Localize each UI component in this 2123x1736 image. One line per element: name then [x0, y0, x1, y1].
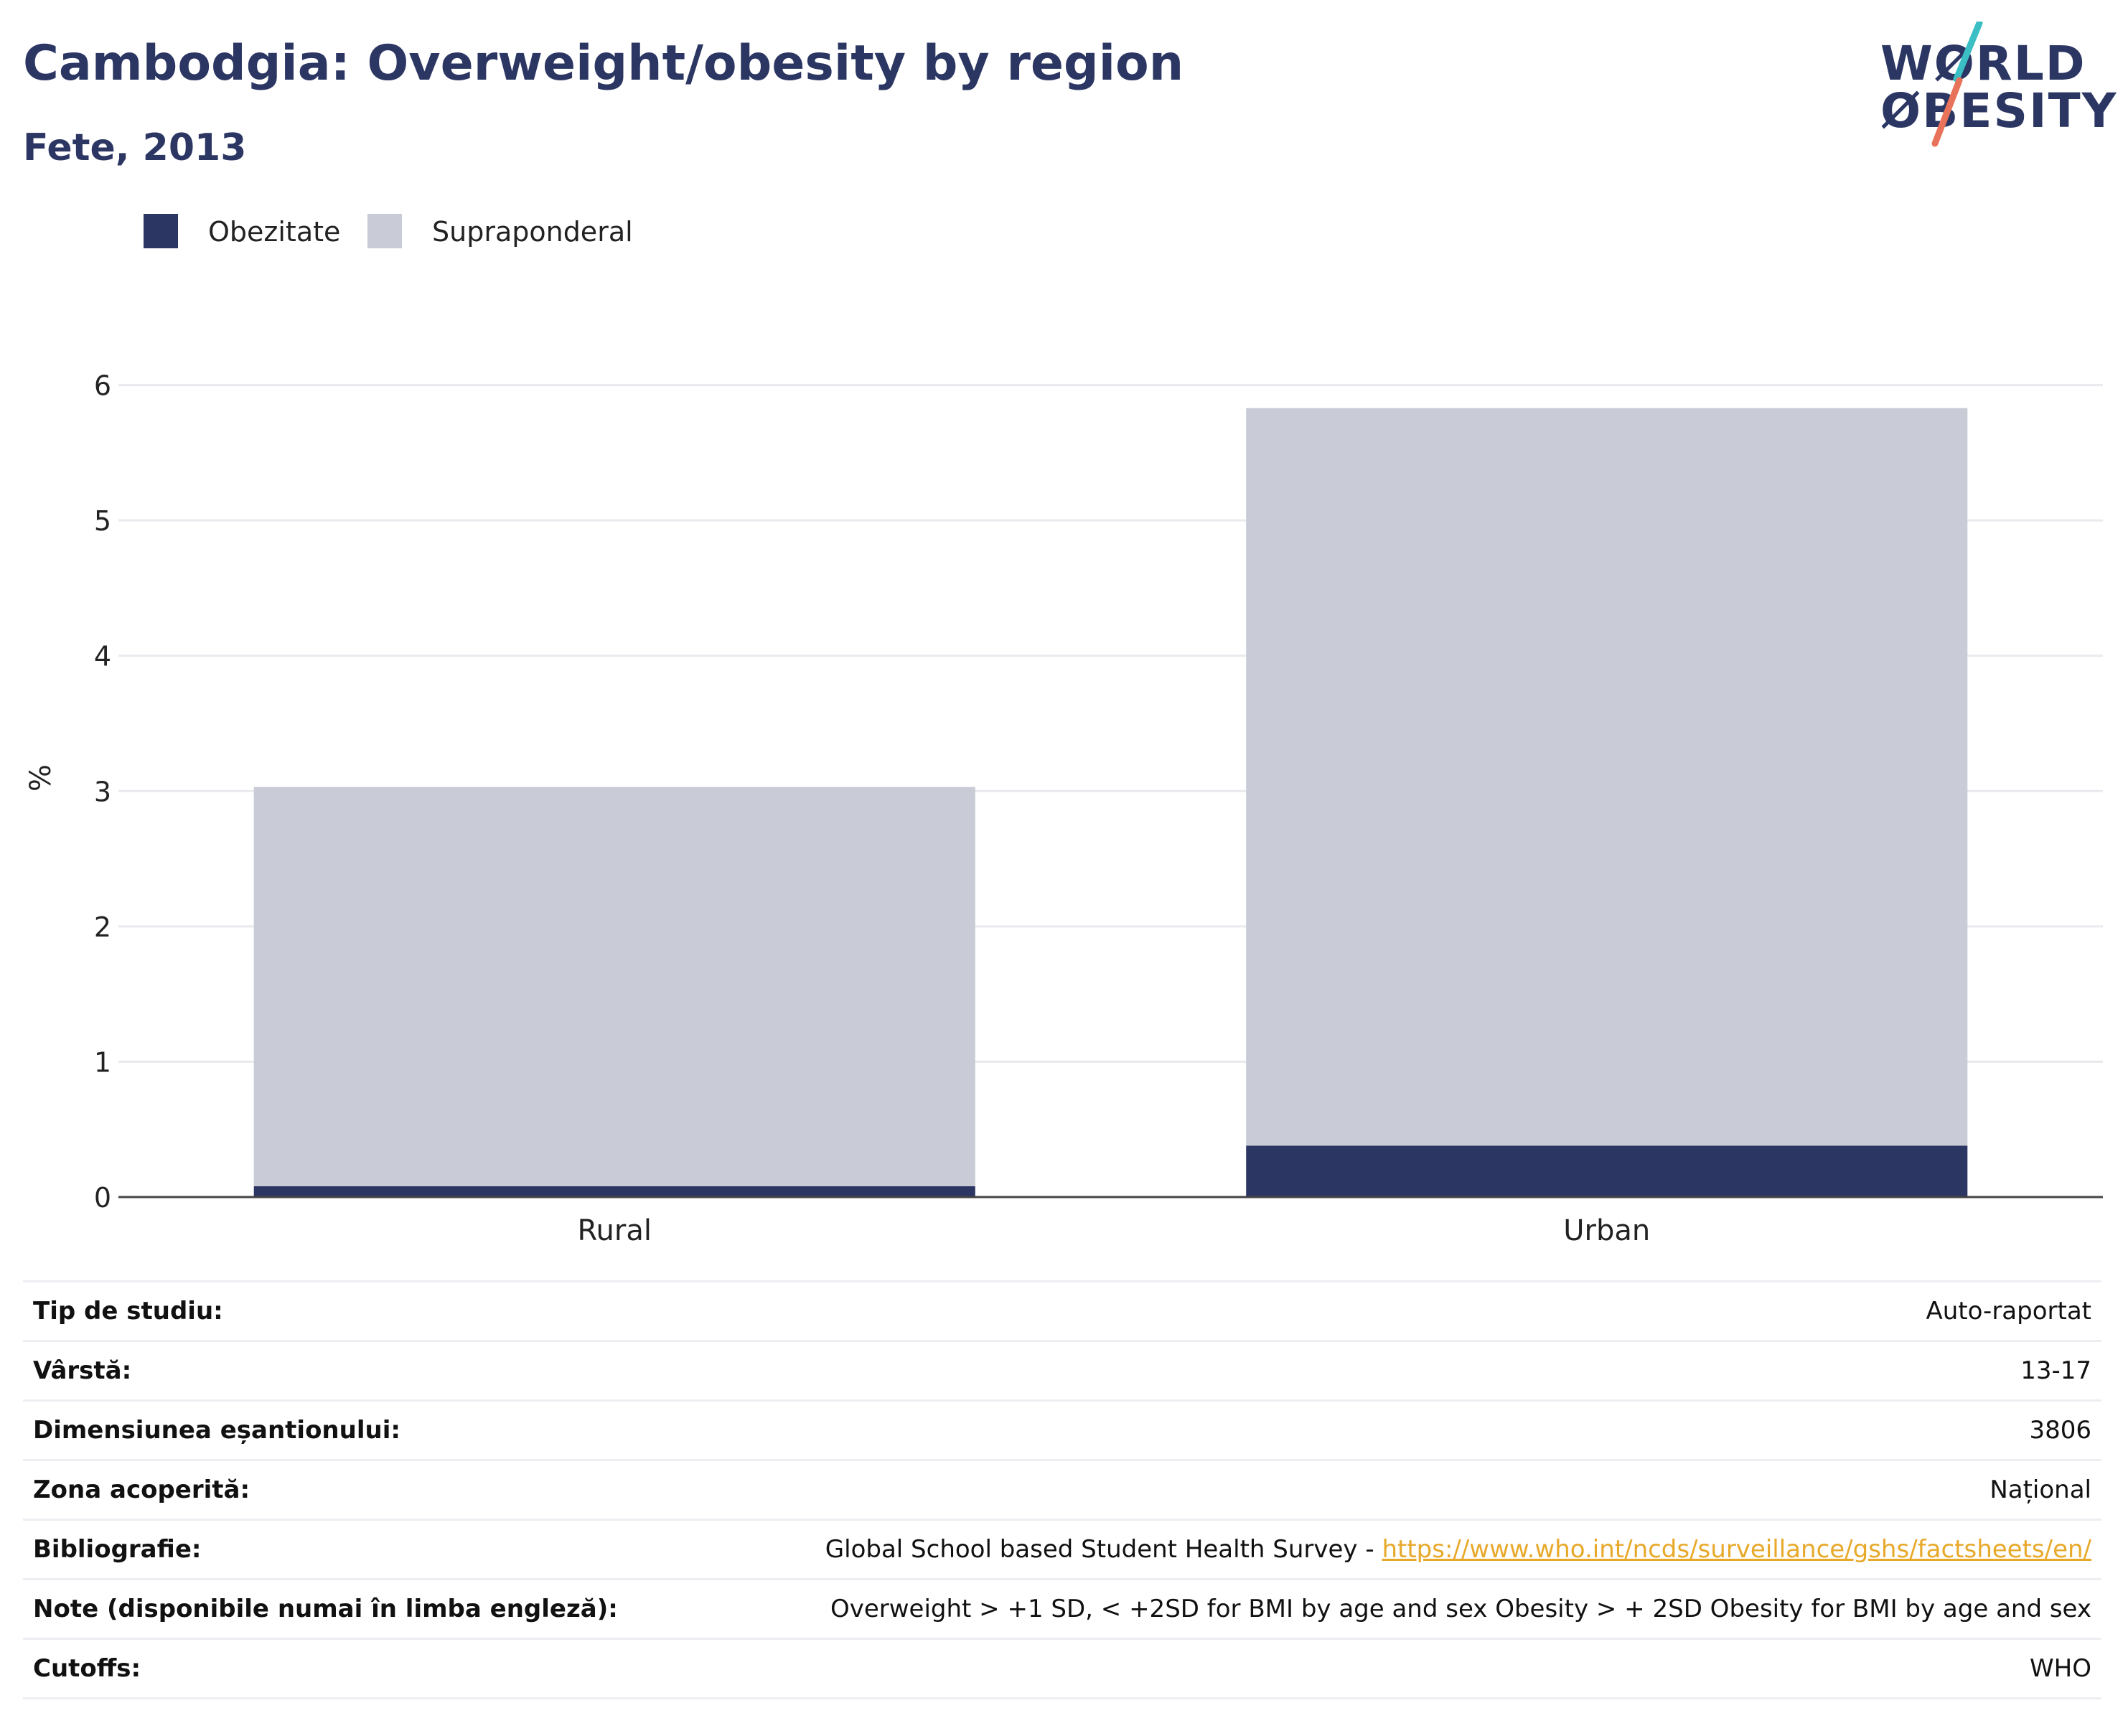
- legend-label-obezitate: Obezitate: [208, 216, 341, 248]
- info-key: Note (disponibile numai în limba engleză…: [33, 1595, 618, 1623]
- info-row-bibliography: Bibliografie: Global School based Studen…: [23, 1519, 2101, 1580]
- bibliography-link[interactable]: https://www.who.int/ncds/surveillance/gs…: [1382, 1535, 2091, 1564]
- bar-urban-obezitate: [1246, 1145, 1968, 1197]
- info-row-coverage: Zona acoperită: Național: [23, 1460, 2101, 1520]
- y-tick-label: 0: [94, 1182, 111, 1214]
- info-value: Național: [1990, 1475, 2091, 1504]
- info-row-sample-size: Dimensiunea eșantionului: 3806: [23, 1400, 2101, 1460]
- x-tick-label: Urban: [1563, 1214, 1650, 1247]
- info-key: Tip de studiu:: [33, 1297, 223, 1326]
- chart-subtitle: Fete, 2013: [23, 126, 247, 169]
- legend-label-supraponderal: Supraponderal: [432, 216, 633, 248]
- chart-title: Cambodgia: Overweight/obesity by region: [23, 35, 1184, 92]
- stacked-bar-chart: 0 1 2 3 4 5 6 Rural Urban %: [24, 370, 2103, 1247]
- info-key: Dimensiunea eșantionului:: [33, 1416, 400, 1445]
- y-tick-label: 1: [94, 1046, 111, 1078]
- info-value: WHO: [2030, 1654, 2091, 1683]
- info-key: Bibliografie:: [33, 1535, 202, 1564]
- info-value: Auto-raportat: [1926, 1297, 2091, 1326]
- y-tick-label: 5: [94, 505, 111, 537]
- study-info-table: Tip de studiu: Auto-raportat Vârstă: 13-…: [23, 1280, 2101, 1699]
- bar-rural-supraponderal: [253, 787, 975, 1186]
- info-key: Cutoffs:: [33, 1654, 141, 1683]
- y-tick-label: 3: [94, 776, 111, 807]
- logo-line-obesity: ØBESITY: [1880, 83, 2118, 139]
- info-value: 3806: [2029, 1416, 2091, 1445]
- bars: [253, 408, 1968, 1197]
- y-tick-label: 4: [94, 641, 111, 672]
- info-value: Overweight > +1 SD, < +2SD for BMI by ag…: [830, 1595, 2091, 1623]
- info-row-age: Vârstă: 13-17: [23, 1341, 2101, 1401]
- info-key: Zona acoperită:: [33, 1475, 250, 1504]
- axes: 0 1 2 3 4 5 6 Rural Urban: [94, 370, 2103, 1247]
- y-axis-label: %: [24, 764, 57, 792]
- info-value: Global School based Student Health Surve…: [688, 1520, 2101, 1580]
- y-tick-label: 6: [94, 370, 111, 402]
- legend-swatch-supraponderal: [367, 214, 402, 248]
- bar-rural-obezitate: [253, 1186, 975, 1197]
- info-key: Vârstă:: [33, 1356, 132, 1385]
- info-value: 13-17: [2020, 1356, 2091, 1385]
- logo-line-world: WØRLD: [1880, 36, 2086, 91]
- info-row-cutoffs: Cutoffs: WHO: [23, 1638, 2101, 1699]
- x-tick-label: Rural: [578, 1214, 652, 1247]
- bibliography-text: Global School based Student Health Surve…: [825, 1535, 1382, 1564]
- info-row-notes: Note (disponibile numai în limba engleză…: [23, 1579, 2101, 1639]
- info-row-study-type: Tip de studiu: Auto-raportat: [23, 1281, 2101, 1341]
- bar-urban-supraponderal: [1246, 408, 1968, 1146]
- legend-swatch-obezitate: [144, 214, 178, 248]
- y-tick-label: 2: [94, 911, 111, 943]
- logo-slash-icon: [1931, 22, 1983, 147]
- world-obesity-logo: WØRLD ØBESITY: [1866, 22, 2116, 151]
